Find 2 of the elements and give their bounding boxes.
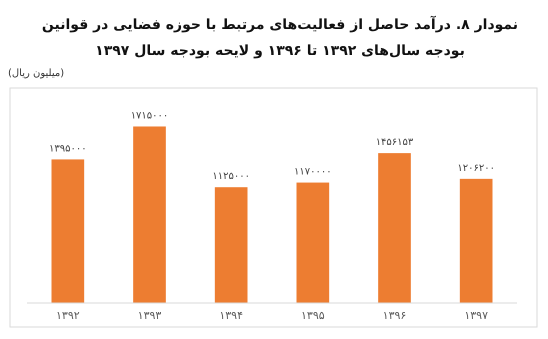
title: نمودار ۸. درآمد حاصل از فعالیت‌های مرتبط با حوزه فضایی در قوانین بودجه سال‌های ۱۳۹۲ تا ۱۳۹۶ و لایحه بودجه سال ۱۳۹۷	[40, 14, 520, 61]
ylabel: (میلیون ریال)	[8, 68, 64, 79]
